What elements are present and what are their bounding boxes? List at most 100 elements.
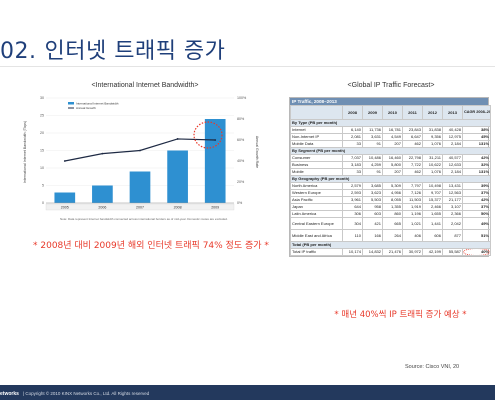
value-cell: 16,460	[382, 154, 403, 162]
header-cell: 2011	[402, 105, 423, 120]
value-cell: 4,259	[362, 161, 383, 169]
row-label: Japan	[290, 203, 343, 211]
section-label: Total (PB per month)	[290, 241, 491, 249]
header-cell: 2010	[382, 105, 403, 120]
value-cell: 1,355	[382, 203, 403, 211]
value-cell: 958	[362, 203, 383, 211]
value-cell: 1,196	[402, 210, 423, 218]
y-tick-label: 25	[40, 114, 44, 118]
row-label: Western Europe	[290, 189, 343, 197]
value-cell: 665	[382, 217, 403, 230]
cagr-cell: 37%	[462, 189, 491, 197]
growth-point-2008	[176, 138, 179, 140]
value-cell: 3,685	[362, 182, 383, 190]
value-cell: 406	[402, 229, 423, 242]
bar-2006	[92, 185, 113, 203]
row-label: Asia Pacific	[290, 196, 343, 204]
cagr-cell: 38%	[462, 126, 491, 134]
section-label: By Geography (PB per month)	[290, 175, 491, 183]
value-cell: 207	[382, 168, 403, 176]
value-cell: 304	[342, 217, 363, 230]
value-cell: 603	[362, 210, 383, 218]
value-cell: 40,577	[442, 154, 463, 162]
value-cell: 13,431	[442, 182, 463, 190]
value-cell: 2,184	[442, 140, 463, 148]
y-axis-label: International Internet Bandwidth (Tbps)	[23, 121, 27, 183]
value-cell: 31,838	[422, 126, 443, 134]
value-cell: 860	[382, 210, 403, 218]
row-label: Consumer	[290, 154, 343, 162]
value-cell: 31,211	[422, 154, 443, 162]
table-row: Central Eastern Europe 304 421 665 1,021 1,44…	[290, 217, 491, 230]
footer-brand: etworks	[0, 391, 19, 397]
cagr-cell: 49%	[462, 217, 491, 230]
traffic-table-caption: <Global IP Traffic Forecast>	[347, 82, 435, 89]
value-cell: 33	[342, 168, 363, 176]
traffic-table-container: IP Traffic, 2008–2013 2008 2009 2010 2011 20…	[289, 97, 491, 257]
value-cell: 2,579	[342, 182, 363, 190]
growth-point-2005	[63, 160, 66, 162]
bar-2007	[129, 171, 151, 203]
value-cell: 1,076	[422, 140, 443, 148]
bandwidth-chart-caption: <International Internet Bandwidth>	[91, 82, 199, 89]
value-cell: 8,055	[382, 196, 403, 204]
row-label: Non-Internet IP	[290, 133, 343, 141]
bar-2008	[167, 150, 188, 203]
value-cell: 1,076	[422, 168, 443, 176]
value-cell: 1,441	[422, 217, 443, 230]
chart-footnote: Note: Data represent Internet bandwidth …	[60, 217, 228, 221]
cagr-cell: 131%	[462, 168, 491, 176]
row-label: Latin America	[290, 210, 343, 218]
table-row: Middle East and Africa 110 166 264 406 606 877…	[290, 229, 491, 242]
value-cell: 5,800	[382, 161, 403, 169]
highlight-circle	[193, 121, 223, 149]
x-tick-label: 2008	[174, 206, 182, 210]
value-cell: 5,503	[362, 196, 383, 204]
value-cell: 21,177	[442, 196, 463, 204]
value-cell: 877	[442, 229, 463, 242]
value-cell: 166	[362, 229, 383, 242]
x-tick-label: 2007	[136, 206, 144, 210]
y2-axis-label: Annual Growth Rate	[255, 136, 259, 168]
value-cell: 2,184	[442, 168, 463, 176]
value-cell: 207	[382, 140, 403, 148]
value-cell: 3,107	[442, 203, 463, 211]
value-cell: 306	[342, 210, 363, 218]
value-cell: 2,081	[342, 133, 363, 141]
value-cell: 21,476	[382, 248, 403, 256]
value-cell: 6,647	[402, 133, 423, 141]
y-tick-label: 5	[42, 184, 44, 188]
value-cell: 14,832	[362, 248, 383, 256]
value-cell: 2,366	[442, 210, 463, 218]
cagr-cell: 42%	[462, 196, 491, 204]
table-row: Latin America 306 603 860 1,196 1,655 2,366 50%	[290, 210, 491, 218]
value-cell: 23,843	[402, 126, 423, 134]
value-cell: 10,498	[422, 182, 443, 190]
page-title: 02. 인터넷 트래픽 증가	[0, 33, 225, 65]
table-row: Mobile 33 91 207 462 1,076 2,184 131%	[290, 168, 491, 176]
value-cell: 42,199	[422, 248, 443, 256]
cagr-cell: 131%	[462, 140, 491, 148]
value-cell: 6,140	[342, 126, 363, 134]
value-cell: 421	[362, 217, 383, 230]
value-cell: 7,797	[402, 182, 423, 190]
value-cell: 11,736	[362, 126, 383, 134]
row-label: Mobile	[290, 168, 343, 176]
section-label: By Type (PB per month)	[290, 119, 491, 127]
value-cell: 264	[382, 229, 403, 242]
row-label: Internet	[290, 126, 343, 134]
header-cell: 2013	[442, 105, 463, 120]
value-cell: 3,631	[362, 133, 383, 141]
value-cell: 4,549	[382, 133, 403, 141]
row-label: North America	[290, 182, 343, 190]
table-row: Total IP traffic 10,174 14,832 21,476 30,972…	[290, 248, 491, 256]
growth-point-2006	[101, 152, 104, 155]
value-cell: 30,972	[402, 248, 423, 256]
value-cell: 2,042	[442, 217, 463, 230]
y2-tick-label: 60%	[237, 138, 245, 142]
value-cell: 3,961	[342, 196, 363, 204]
row-label: Middle East and Africa	[290, 229, 343, 242]
y2-tick-label: 40%	[237, 159, 245, 163]
